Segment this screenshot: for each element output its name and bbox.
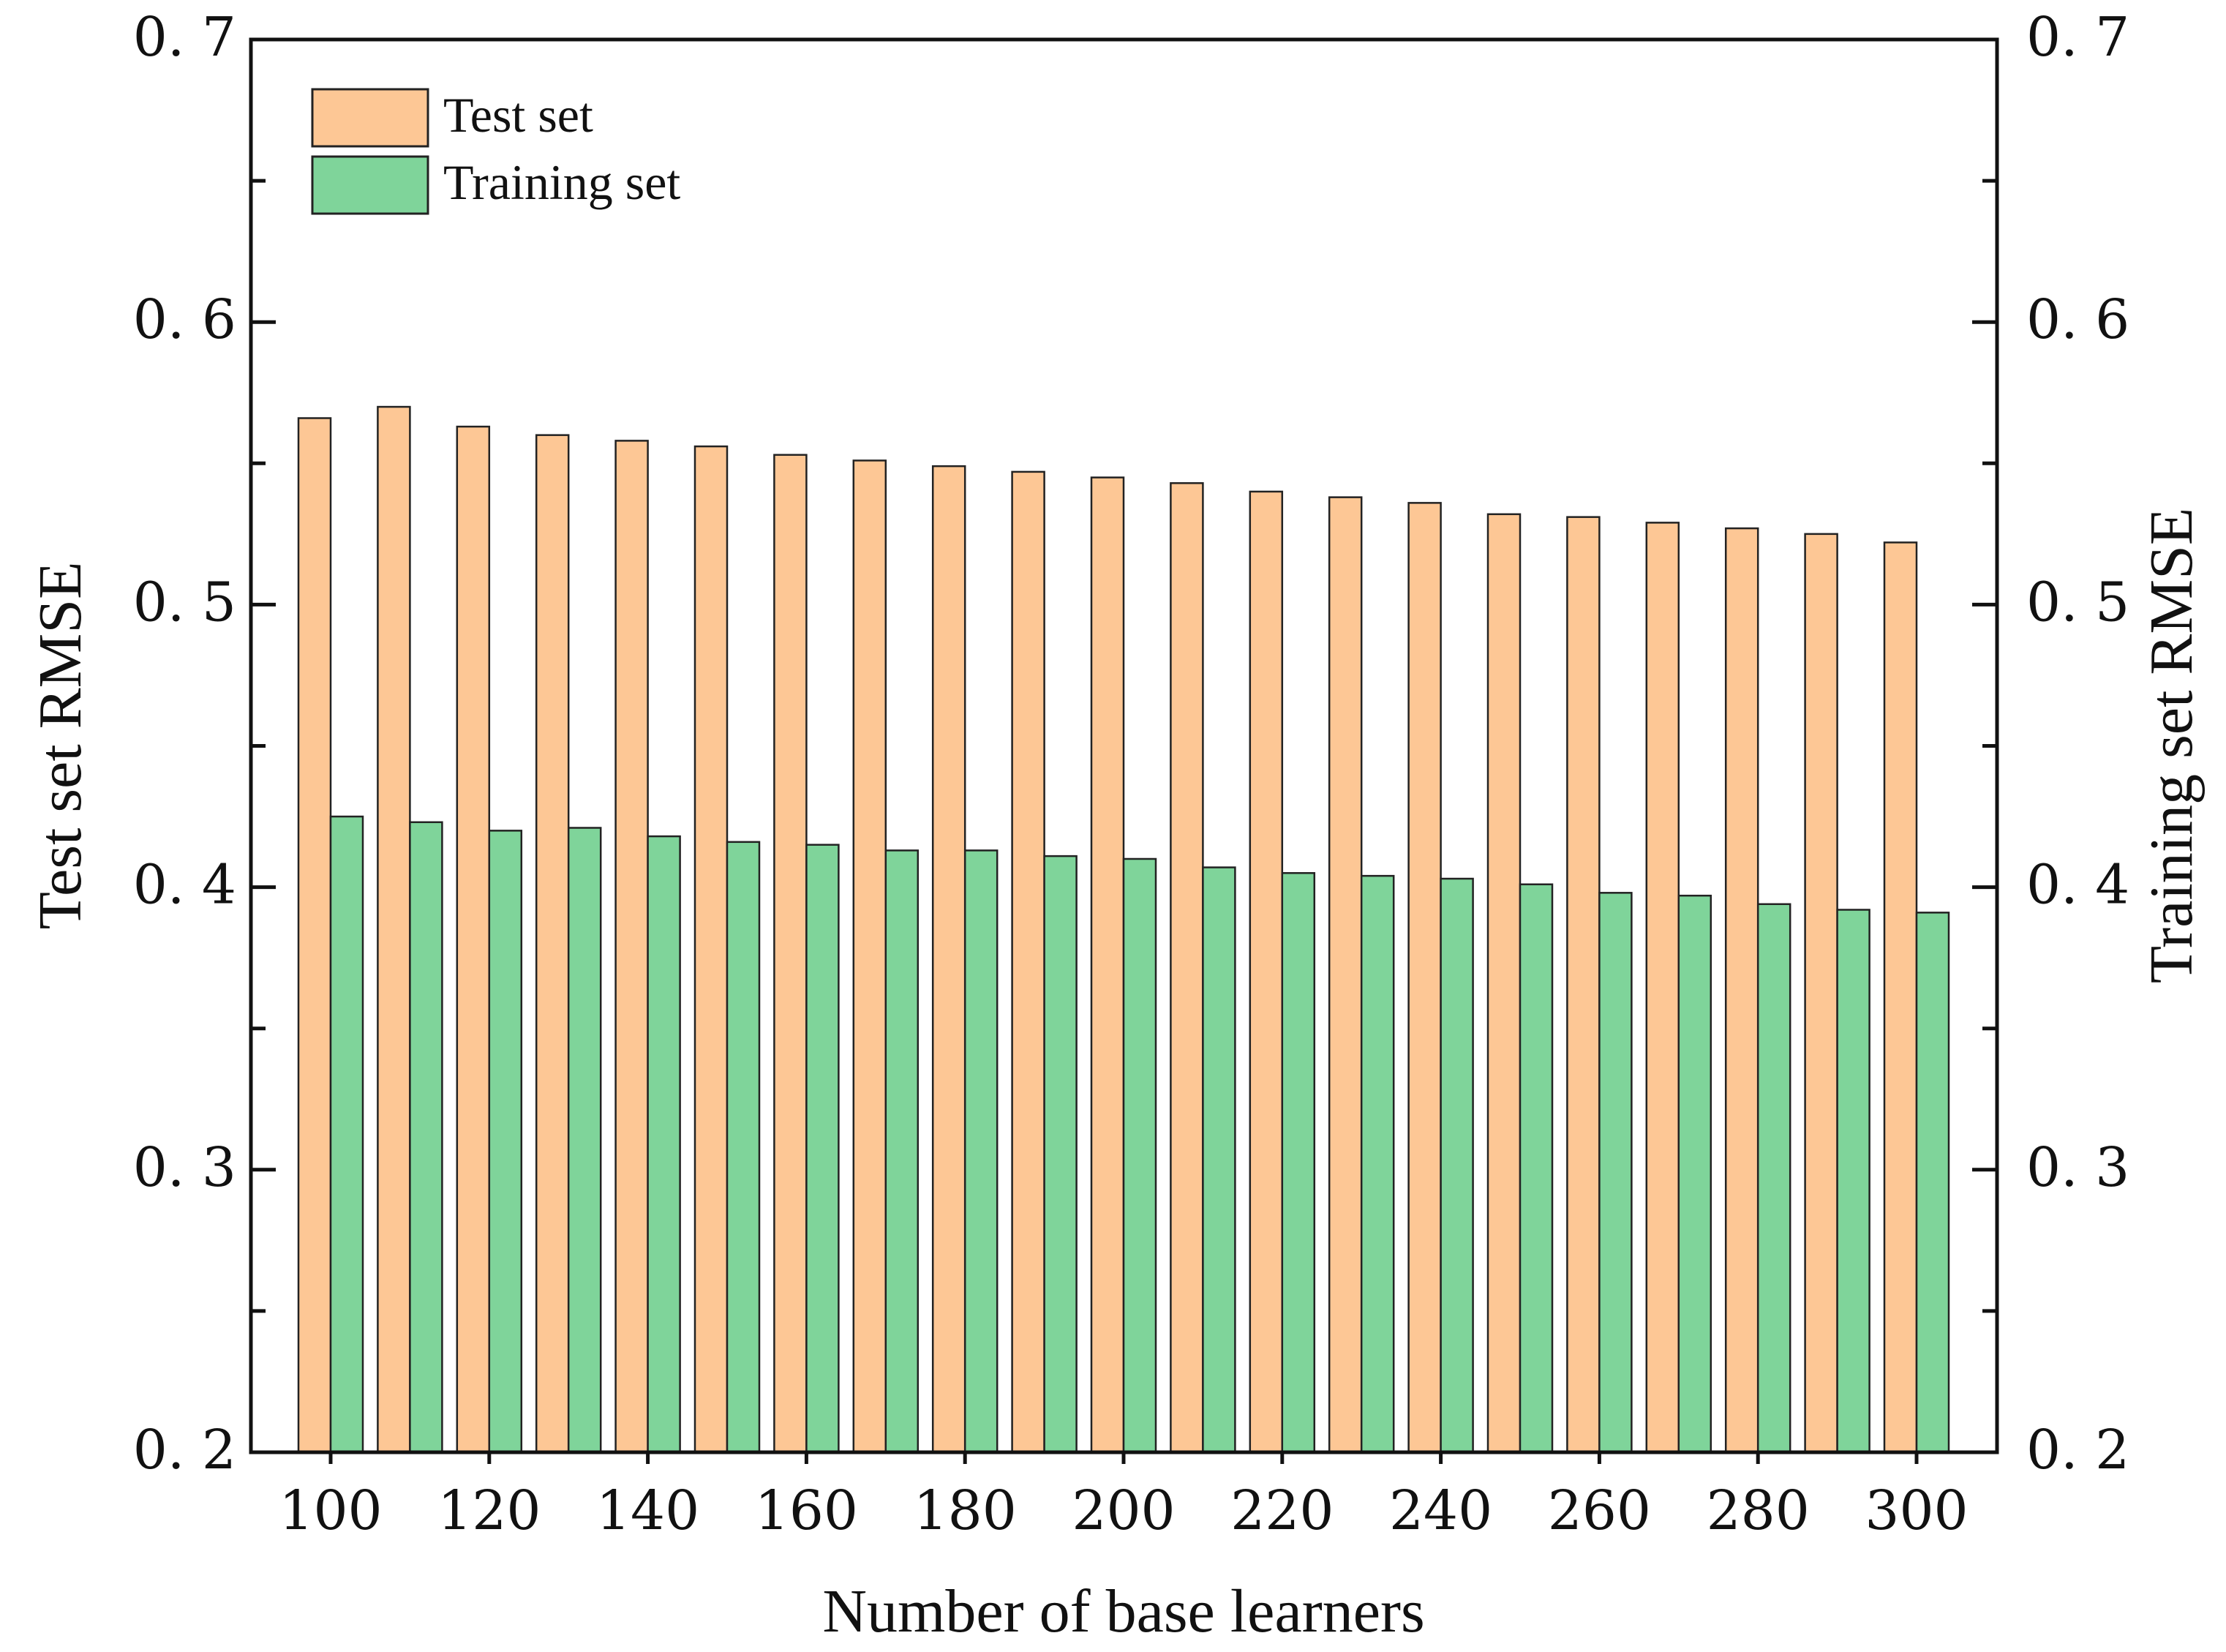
y-tick-label-left: 0. 4 <box>133 854 236 917</box>
training-set-bar-170 <box>884 849 920 1454</box>
training-set-bar-110 <box>409 821 443 1454</box>
test-set-bar-120 <box>456 425 491 1454</box>
test-set-bar-110 <box>377 405 411 1454</box>
test-set-bar-160 <box>773 454 808 1454</box>
y-tick-label-right: 0. 2 <box>2026 1419 2129 1482</box>
x-tick-label: 240 <box>1389 1479 1492 1542</box>
test-set-bar-250 <box>1486 513 1522 1454</box>
legend-label-test-set: Test set <box>443 87 593 143</box>
training-set-bar-190 <box>1043 855 1078 1454</box>
training-set-bar-300 <box>1915 912 1950 1454</box>
x-tick-label: 200 <box>1072 1479 1175 1542</box>
x-tick-label: 280 <box>1707 1479 1810 1542</box>
test-set-bar-290 <box>1804 533 1838 1454</box>
training-set-bar-290 <box>1836 909 1870 1454</box>
training-set-bar-200 <box>1122 857 1157 1454</box>
y-tick-label-right: 0. 6 <box>2026 288 2129 351</box>
y-tick-label-left: 0. 7 <box>133 6 236 69</box>
x-tick-label: 120 <box>437 1479 541 1542</box>
ticks-layer: 0. 2 0. 3 0. 4 0. 5 0. 6 0. 7 0. 2 0. 3 0. 4 0. 5… <box>133 6 2129 1542</box>
training-set-bar-240 <box>1440 877 1474 1454</box>
x-tick-label: 300 <box>1865 1479 1968 1542</box>
test-set-bar-180 <box>931 465 966 1454</box>
test-set-bar-200 <box>1090 476 1125 1454</box>
x-tick-label: 140 <box>596 1479 699 1542</box>
y-tick-label-left: 0. 2 <box>133 1419 236 1482</box>
legend-swatch-training-set <box>311 155 429 215</box>
test-set-bar-220 <box>1249 490 1284 1454</box>
training-set-bar-140 <box>647 835 681 1454</box>
training-set-bar-180 <box>963 849 999 1454</box>
training-set-bar-130 <box>567 827 602 1454</box>
x-tick-label: 100 <box>279 1479 382 1542</box>
training-set-bar-160 <box>805 844 840 1454</box>
test-set-bar-270 <box>1645 522 1680 1454</box>
y-tick-label-right: 0. 5 <box>2026 571 2129 634</box>
training-set-bar-210 <box>1202 866 1236 1454</box>
legend: Test set Training set <box>311 87 680 215</box>
test-set-bar-150 <box>693 445 729 1454</box>
y-tick-label-right: 0. 3 <box>2026 1136 2129 1199</box>
test-set-bar-300 <box>1883 541 1918 1454</box>
x-tick-label: 260 <box>1548 1479 1651 1542</box>
test-set-bar-240 <box>1407 502 1442 1454</box>
test-set-bar-130 <box>535 434 570 1454</box>
training-set-bar-120 <box>488 830 523 1454</box>
training-set-bar-220 <box>1281 872 1316 1454</box>
y-tick-label-left: 0. 6 <box>133 288 236 351</box>
training-set-bar-270 <box>1677 894 1712 1454</box>
legend-label-training-set: Training set <box>443 154 680 210</box>
training-set-bar-100 <box>329 815 364 1454</box>
bars-layer <box>297 405 1950 1454</box>
test-set-bar-100 <box>297 417 332 1454</box>
x-tick-label: 220 <box>1230 1479 1334 1542</box>
test-set-bar-140 <box>614 440 649 1454</box>
x-tick-label: 180 <box>914 1479 1017 1542</box>
test-set-bar-260 <box>1566 516 1601 1454</box>
x-tick-label: 160 <box>755 1479 858 1542</box>
y-tick-label-right: 0. 4 <box>2026 854 2129 917</box>
legend-swatch-test-set <box>311 88 429 148</box>
test-set-bar-230 <box>1328 496 1363 1454</box>
y-tick-label-right: 0. 7 <box>2026 6 2129 69</box>
y-axis-title-right: Training set RMSE <box>2137 508 2206 983</box>
test-set-bar-190 <box>1011 470 1045 1454</box>
training-set-bar-230 <box>1360 874 1395 1454</box>
y-axis-title-left: Test set RMSE <box>26 562 94 930</box>
training-set-bar-150 <box>726 841 761 1454</box>
x-axis-title: Number of base learners <box>822 1577 1424 1645</box>
test-set-bar-210 <box>1170 482 1204 1454</box>
y-tick-label-left: 0. 5 <box>133 571 236 634</box>
test-set-bar-280 <box>1724 527 1759 1454</box>
y-tick-label-left: 0. 3 <box>133 1136 236 1199</box>
test-set-bar-170 <box>852 459 887 1454</box>
training-set-bar-260 <box>1598 892 1633 1454</box>
training-set-bar-250 <box>1519 883 1554 1454</box>
training-set-bar-280 <box>1756 903 1791 1454</box>
